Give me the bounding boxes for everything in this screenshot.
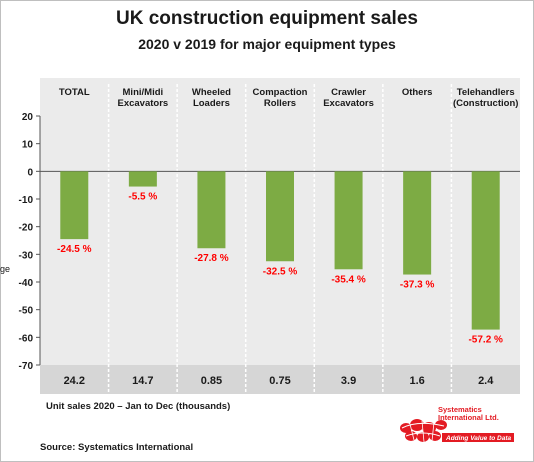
source-note: Source: Systematics International (40, 442, 194, 453)
unit-sales-note: Unit sales 2020 – Jan to Dec (thousands) (46, 401, 231, 412)
svg-text:International Ltd.: International Ltd. (438, 413, 499, 422)
data-label: -27.8 % (194, 253, 229, 264)
y-tick-label: 0 (27, 167, 33, 178)
chart-title: UK construction equipment sales (116, 8, 418, 29)
data-label: -35.4 % (331, 274, 366, 285)
unit-sales-band (40, 365, 520, 394)
category-label: Crawler Excavators (323, 87, 374, 109)
unit-sales-value: 2.4 (478, 375, 494, 387)
logo-text: Systematics International Ltd. Adding Va… (438, 405, 514, 442)
y-tick-label: 10 (22, 140, 34, 151)
bar (403, 171, 432, 275)
unit-sales-value: 0.85 (201, 375, 222, 387)
bar (60, 171, 89, 240)
category-label: Others (401, 87, 433, 98)
y-axis-label-fragment: ge (0, 264, 11, 274)
y-tick-label: -60 (19, 333, 34, 344)
category-label: Compaction Rollers (252, 87, 308, 109)
data-label: -5.5 % (128, 192, 157, 203)
data-label: -37.3 % (400, 280, 435, 291)
unit-sales-value: 14.7 (132, 375, 153, 387)
unit-sales-value: 24.2 (64, 375, 85, 387)
bar-chart: 20 10 0 -10 -20 -30 -40 -50 -60 -70 -24.5 % 24.2 -5.… (18, 112, 520, 394)
y-tick-label: -70 (19, 361, 34, 372)
bar (471, 171, 500, 330)
category-label: TOTAL (58, 87, 90, 98)
svg-text:Systematics: Systematics (438, 405, 482, 414)
unit-sales-value: 1.6 (409, 375, 424, 387)
y-tick-label: -10 (19, 195, 34, 206)
data-label: -24.5 % (57, 244, 92, 255)
data-label: -57.2 % (468, 335, 503, 346)
category-label: Telehandlers (Construction) (452, 87, 519, 109)
y-tick-label: -20 (19, 223, 34, 234)
y-tick-label: -40 (19, 278, 34, 289)
svg-text:Adding Value to Data: Adding Value to Data (445, 435, 512, 442)
category-label: Wheeled Loaders (191, 87, 231, 109)
y-tick-label: -50 (19, 306, 34, 317)
bar (266, 171, 294, 262)
data-label: -32.5 % (263, 266, 298, 277)
category-label: Mini/Midi Excavators (117, 87, 169, 109)
logo-globe-icon (400, 419, 447, 443)
bar (334, 171, 363, 270)
bar (128, 171, 157, 187)
systematics-logo: Systematics International Ltd. Adding Va… (400, 405, 514, 443)
y-tick-label: 20 (22, 112, 34, 123)
bar (197, 171, 226, 249)
unit-sales-value: 3.9 (341, 375, 356, 387)
chart-subtitle: 2020 v 2019 for major equipment types (138, 36, 396, 52)
unit-sales-value: 0.75 (269, 375, 290, 387)
y-tick-label: -30 (19, 250, 34, 261)
